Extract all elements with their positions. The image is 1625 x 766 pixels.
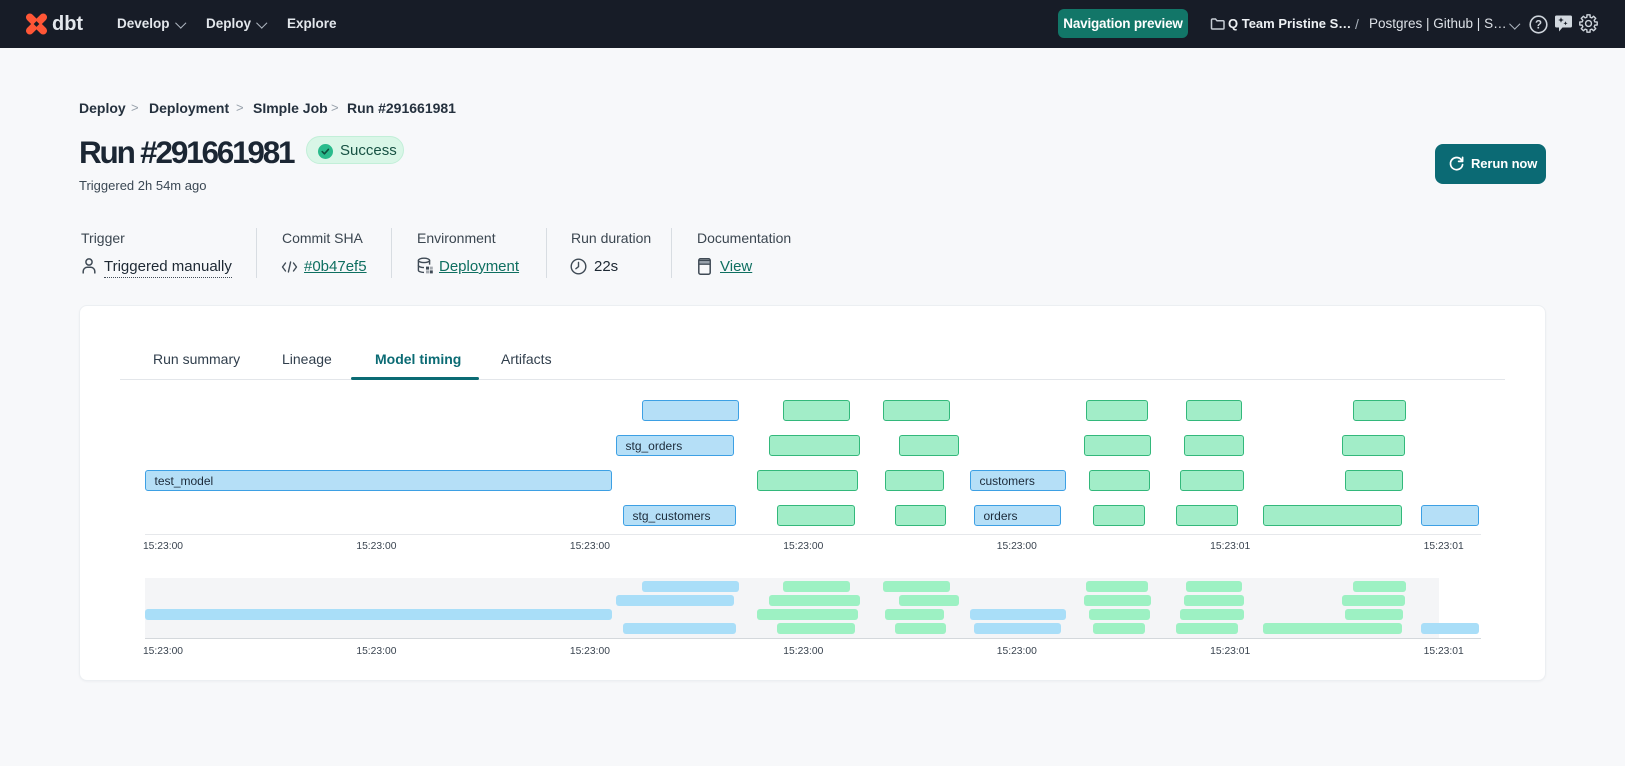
svg-text:?: ? [1535, 20, 1542, 32]
